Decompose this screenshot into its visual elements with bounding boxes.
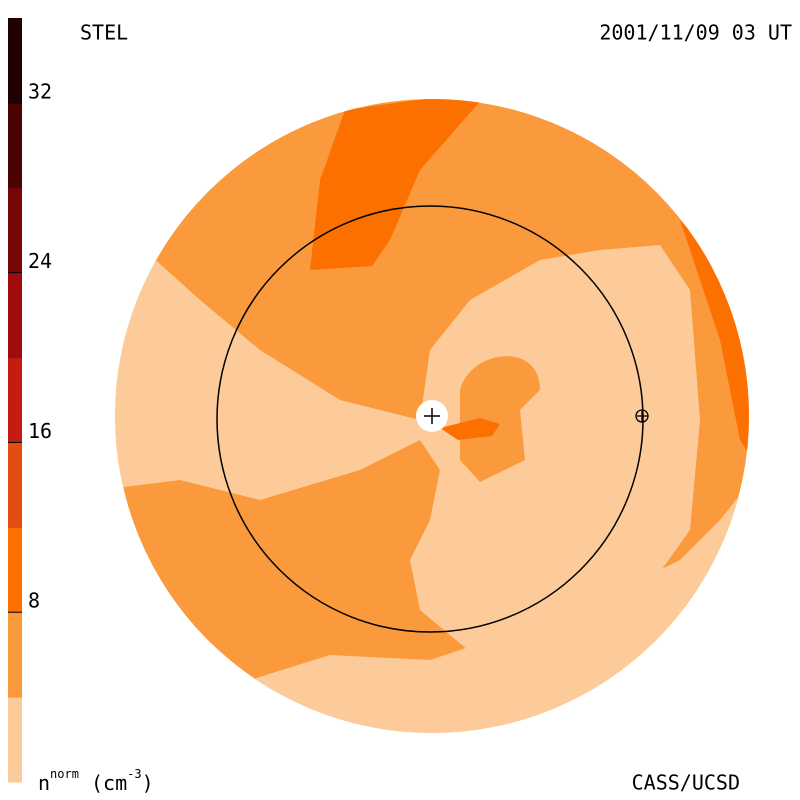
unit-open: (cm: [79, 771, 127, 795]
colorbar-tick-label: 24: [28, 249, 52, 273]
colorbar-band: [8, 527, 22, 613]
region-dark: [310, 99, 490, 270]
unit-close: ): [142, 771, 154, 795]
header-left: STEL: [80, 21, 128, 45]
region-light: [115, 245, 700, 660]
earth-orbit: [216, 205, 644, 633]
earth-cross: [636, 410, 648, 422]
header-right: 2001/11/09 03 UT: [599, 21, 792, 45]
unit-exp: -3: [127, 767, 141, 781]
colorbar-band: [8, 187, 22, 274]
region-dark: [440, 418, 500, 440]
colorbar-band: [8, 102, 22, 189]
colorbar-tick-label: 16: [28, 419, 52, 443]
density-disc: [115, 99, 749, 733]
region-dark: [680, 220, 749, 470]
unit-sup: norm: [50, 767, 79, 781]
region-mid: [460, 356, 540, 482]
colorbar-band: [8, 612, 22, 698]
colorbar-tick-label: 8: [28, 589, 40, 613]
colorbar-band: [8, 697, 22, 783]
colorbar-tick-label: 32: [28, 79, 52, 103]
footer-left: nnorm (cm-3): [38, 767, 154, 795]
footer-right: CASS/UCSD: [632, 771, 740, 795]
colorbar-band: [8, 442, 22, 528]
sun-cross: [424, 408, 440, 424]
colorbar-band: [8, 18, 22, 104]
unit-base: n: [38, 771, 50, 795]
colorbar-band: [8, 272, 22, 359]
colorbar-band: [8, 357, 22, 443]
